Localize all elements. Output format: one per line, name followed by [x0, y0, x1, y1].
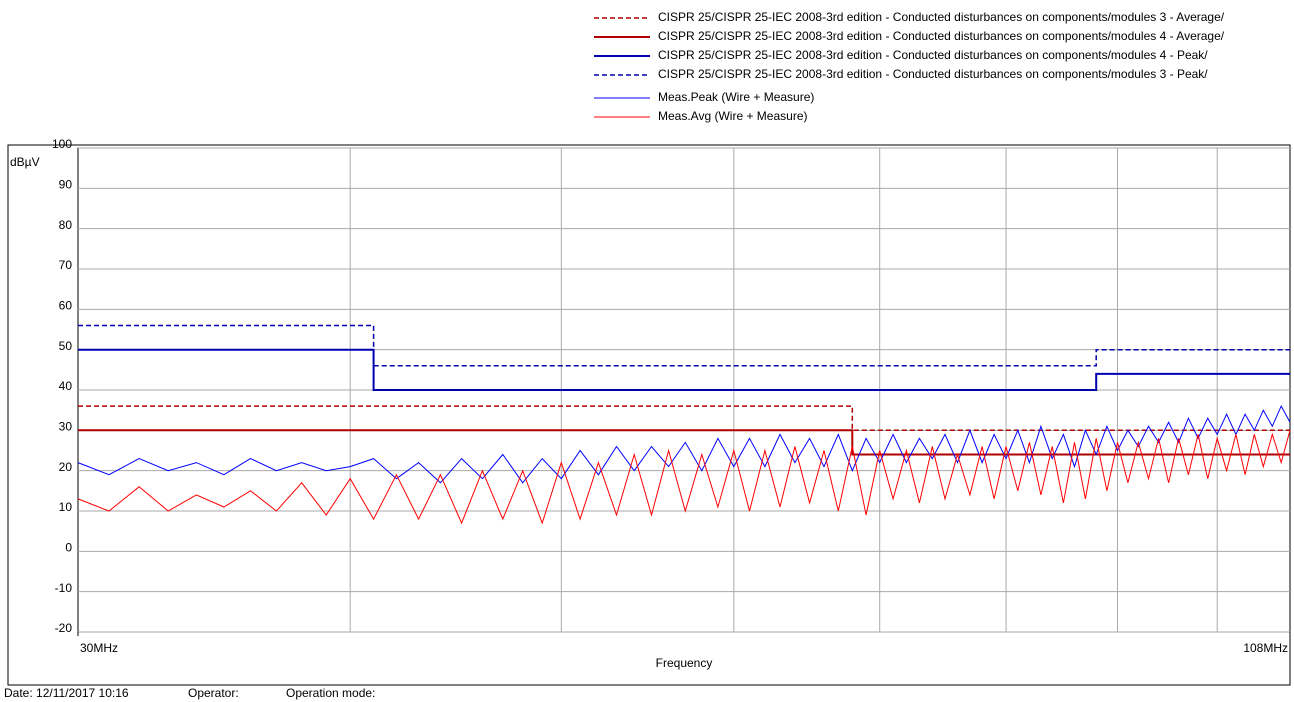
footer-operator: Operator:	[188, 686, 239, 700]
y-tick-label: 80	[59, 218, 73, 232]
y-tick-label: 30	[59, 420, 73, 434]
series-line	[77, 430, 1291, 525]
series-line	[77, 404, 1291, 484]
legend-label: Meas.Avg (Wire + Measure)	[658, 109, 808, 123]
legend-label: CISPR 25/CISPR 25-IEC 2008-3rd edition -…	[658, 48, 1208, 62]
y-tick-label: 100	[52, 137, 72, 151]
y-tick-label: 50	[59, 339, 73, 353]
x-axis-label: Frequency	[656, 656, 713, 670]
y-tick-label: -10	[55, 581, 73, 595]
series-line	[78, 405, 1290, 432]
y-axis-label: dBµV	[10, 155, 40, 169]
legend-label: CISPR 25/CISPR 25-IEC 2008-3rd edition -…	[658, 67, 1208, 81]
series-line	[78, 429, 1290, 456]
y-tick-label: 60	[59, 299, 73, 313]
y-tick-label: 20	[59, 460, 73, 474]
y-tick-label: 0	[65, 541, 72, 555]
y-tick-label: 40	[59, 379, 73, 393]
x-tick-label: 30MHz	[80, 641, 118, 655]
series-line	[78, 348, 1290, 391]
chart-frame	[7, 144, 1291, 686]
y-tick-label: 10	[59, 500, 73, 514]
y-tick-label: 90	[59, 178, 73, 192]
legend-label: CISPR 25/CISPR 25-IEC 2008-3rd edition -…	[658, 29, 1225, 43]
footer-date: Date: 12/11/2017 10:16	[4, 686, 129, 700]
legend-label: Meas.Peak (Wire + Measure)	[658, 90, 814, 104]
y-tick-label: 70	[59, 258, 73, 272]
x-tick-label: 108MHz	[1243, 641, 1288, 655]
legend-label: CISPR 25/CISPR 25-IEC 2008-3rd edition -…	[658, 10, 1225, 24]
footer-mode: Operation mode:	[286, 686, 375, 700]
series-line	[78, 324, 1290, 367]
y-tick-label: -20	[55, 621, 73, 635]
